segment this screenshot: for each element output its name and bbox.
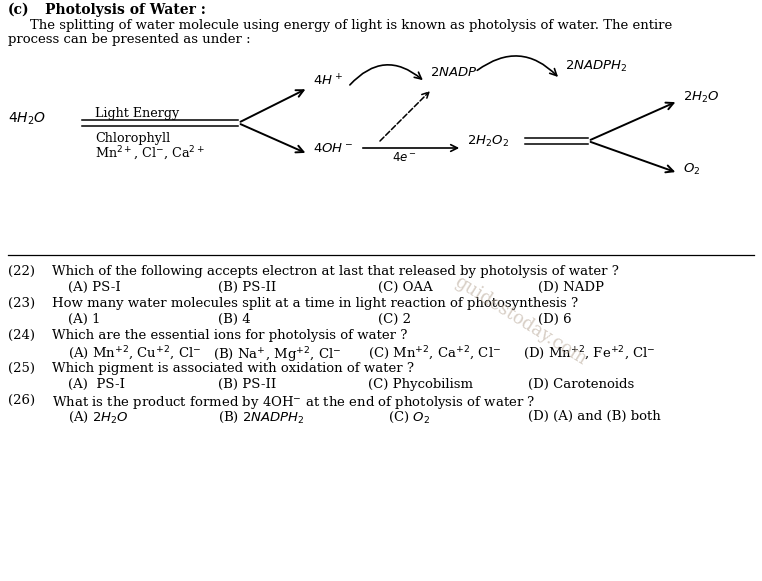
Text: (D) Carotenoids: (D) Carotenoids — [528, 378, 634, 391]
Text: $O_2$: $O_2$ — [683, 162, 700, 177]
Text: (A)  PS-I: (A) PS-I — [68, 378, 125, 391]
Text: $4H^+$: $4H^+$ — [313, 73, 343, 89]
Text: Which are the essential ions for photolysis of water ?: Which are the essential ions for photoly… — [52, 329, 408, 342]
Text: (C) Phycobilism: (C) Phycobilism — [368, 378, 473, 391]
Text: (A) 1: (A) 1 — [68, 313, 101, 326]
Text: (D) (A) and (B) both: (D) (A) and (B) both — [528, 410, 661, 423]
Text: Which pigment is associated with oxidation of water ?: Which pigment is associated with oxidati… — [52, 362, 414, 375]
Text: $2H_2O$: $2H_2O$ — [683, 89, 719, 105]
Text: The splitting of water molecule using energy of light is known as photolysis of : The splitting of water molecule using en… — [30, 19, 672, 32]
Text: (A) PS-I: (A) PS-I — [68, 281, 120, 294]
Text: (24): (24) — [8, 329, 35, 342]
Text: $2H_2O_2$: $2H_2O_2$ — [467, 134, 509, 149]
Text: (C) Mn$^{+2}$, Ca$^{+2}$, Cl$^{-}$: (C) Mn$^{+2}$, Ca$^{+2}$, Cl$^{-}$ — [368, 345, 501, 363]
Text: (25): (25) — [8, 362, 35, 375]
Text: $2NADPH_2$: $2NADPH_2$ — [565, 59, 627, 74]
Text: (C) $O_2$: (C) $O_2$ — [388, 410, 430, 425]
Text: $4e^-$: $4e^-$ — [392, 151, 417, 164]
Text: Which of the following accepts electron at last that released by photolysis of w: Which of the following accepts electron … — [52, 265, 619, 278]
Text: (D) Mn$^{+2}$, Fe$^{+2}$, Cl$^{-}$: (D) Mn$^{+2}$, Fe$^{+2}$, Cl$^{-}$ — [523, 345, 656, 363]
Text: guidestoday.com: guidestoday.com — [450, 273, 589, 369]
Text: (B) Na$^{+}$, Mg$^{+2}$, Cl$^{-}$: (B) Na$^{+}$, Mg$^{+2}$, Cl$^{-}$ — [213, 345, 341, 365]
Text: Photolysis of Water :: Photolysis of Water : — [45, 3, 206, 17]
Text: $2NADP$: $2NADP$ — [430, 66, 478, 78]
Text: (B) PS-II: (B) PS-II — [218, 281, 277, 294]
Text: $4H_2O$: $4H_2O$ — [8, 111, 46, 127]
Text: (A) Mn$^{+2}$, Cu$^{+2}$, Cl$^{-}$: (A) Mn$^{+2}$, Cu$^{+2}$, Cl$^{-}$ — [68, 345, 201, 363]
Text: (A) $2H_2O$: (A) $2H_2O$ — [68, 410, 129, 425]
Text: (c): (c) — [8, 3, 30, 17]
Text: (B) 4: (B) 4 — [218, 313, 251, 326]
Text: Chlorophyll: Chlorophyll — [95, 132, 170, 145]
Text: Mn$^{2+}$, Cl$^{-}$, Ca$^{2+}$: Mn$^{2+}$, Cl$^{-}$, Ca$^{2+}$ — [95, 145, 205, 163]
Text: What is the product formed by 4OH$^{-}$ at the end of photolysis of water ?: What is the product formed by 4OH$^{-}$ … — [52, 394, 536, 411]
Text: (D) NADP: (D) NADP — [538, 281, 604, 294]
Text: (22): (22) — [8, 265, 35, 278]
Text: (D) 6: (D) 6 — [538, 313, 572, 326]
Text: $4OH^-$: $4OH^-$ — [313, 142, 354, 155]
Text: (23): (23) — [8, 297, 35, 310]
Text: (26): (26) — [8, 394, 35, 407]
Text: (B) PS-II: (B) PS-II — [218, 378, 277, 391]
Text: (C) OAA: (C) OAA — [378, 281, 433, 294]
Text: process can be presented as under :: process can be presented as under : — [8, 33, 251, 46]
Text: Light Energy: Light Energy — [95, 107, 179, 120]
Text: (C) 2: (C) 2 — [378, 313, 411, 326]
Text: How many water molecules split at a time in light reaction of photosynthesis ?: How many water molecules split at a time… — [52, 297, 578, 310]
Text: (B) $2NADPH_2$: (B) $2NADPH_2$ — [218, 410, 305, 425]
